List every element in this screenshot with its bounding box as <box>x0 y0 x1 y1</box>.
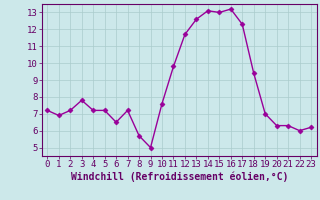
X-axis label: Windchill (Refroidissement éolien,°C): Windchill (Refroidissement éolien,°C) <box>70 172 288 182</box>
